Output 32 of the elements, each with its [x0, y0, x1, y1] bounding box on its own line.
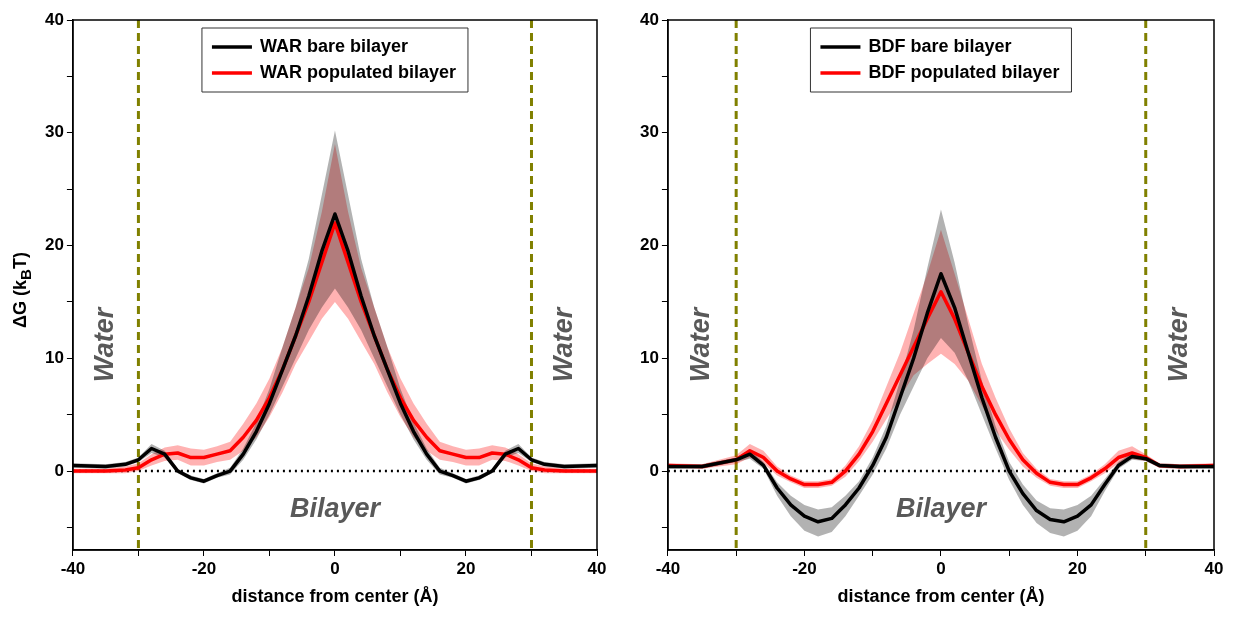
- y-tick-label: 40: [44, 9, 64, 29]
- y-tick-label: 10: [44, 347, 64, 367]
- y-tick-label: 30: [44, 122, 64, 142]
- x-tick-label: 40: [587, 558, 607, 578]
- legend-label: WAR bare bilayer: [259, 35, 409, 56]
- y-tick-label: 10: [639, 347, 659, 367]
- y-tick-label: 30: [639, 122, 659, 142]
- legend-label: BDF populated bilayer: [868, 61, 1060, 82]
- x-tick-label: 0: [936, 558, 946, 578]
- annotation: Water: [547, 306, 578, 383]
- legend-label: WAR populated bilayer: [259, 61, 456, 82]
- x-tick-label: -40: [60, 558, 86, 578]
- legend-label: BDF bare bilayer: [868, 35, 1012, 56]
- annotation: Water: [685, 306, 716, 383]
- annotation: Bilayer: [895, 493, 988, 524]
- y-tick-label: 40: [639, 9, 659, 29]
- x-tick-label: 40: [1204, 558, 1224, 578]
- annotation: Bilayer: [289, 493, 382, 524]
- x-tick-label: -40: [655, 558, 681, 578]
- x-axis-title: distance from center (Å): [837, 586, 1045, 607]
- x-tick-label: 20: [1068, 558, 1087, 578]
- x-tick-label: 0: [330, 558, 340, 578]
- annotation: Water: [89, 306, 120, 383]
- x-tick-label: 20: [456, 558, 476, 578]
- y-tick-label: 20: [639, 235, 659, 255]
- y-tick-label: 0: [649, 460, 659, 480]
- x-tick-label: -20: [792, 558, 817, 578]
- x-tick-label: -20: [191, 558, 217, 578]
- annotation: Water: [1163, 306, 1194, 383]
- x-axis-title: distance from center (Å): [231, 586, 439, 607]
- y-tick-label: 0: [54, 460, 64, 480]
- y-tick-label: 20: [44, 235, 64, 255]
